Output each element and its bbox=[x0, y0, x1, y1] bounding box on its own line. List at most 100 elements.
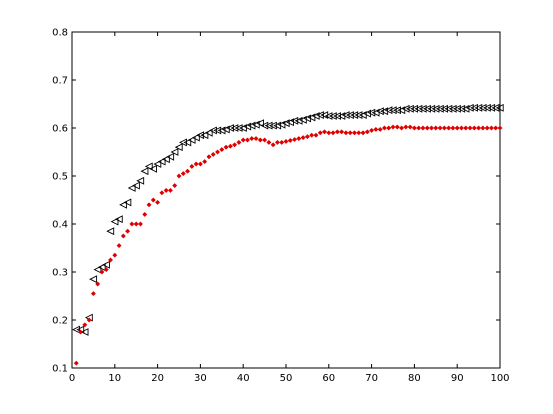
data-point bbox=[136, 176, 145, 185]
data-point bbox=[112, 252, 118, 258]
data-point bbox=[427, 104, 436, 113]
data-point bbox=[441, 125, 447, 131]
data-point bbox=[384, 106, 393, 115]
data-point bbox=[193, 161, 199, 167]
data-point bbox=[240, 137, 246, 143]
data-point bbox=[279, 139, 285, 145]
data-point bbox=[99, 269, 105, 275]
data-point bbox=[123, 198, 132, 207]
data-point bbox=[260, 121, 269, 130]
data-point bbox=[414, 104, 423, 113]
data-point bbox=[214, 149, 221, 155]
data-point bbox=[264, 121, 273, 130]
data-point bbox=[476, 125, 482, 131]
data-point bbox=[292, 136, 298, 143]
data-point bbox=[174, 143, 183, 152]
data-point bbox=[343, 130, 349, 136]
data-point bbox=[435, 104, 444, 113]
data-point bbox=[356, 130, 362, 136]
data-point bbox=[78, 329, 84, 335]
data-point bbox=[309, 132, 315, 138]
data-point bbox=[80, 328, 89, 336]
data-point bbox=[287, 137, 293, 144]
data-point bbox=[180, 171, 186, 177]
x-tick-label: 80 bbox=[408, 373, 421, 384]
data-point bbox=[394, 124, 400, 130]
data-point bbox=[454, 125, 460, 131]
data-point bbox=[232, 142, 238, 148]
data-point bbox=[403, 124, 409, 130]
data-point bbox=[313, 132, 319, 138]
data-point bbox=[176, 173, 182, 179]
data-point bbox=[196, 131, 205, 140]
data-point bbox=[262, 137, 268, 143]
data-point bbox=[172, 183, 178, 189]
data-point bbox=[407, 124, 413, 130]
data-point bbox=[326, 130, 332, 136]
data-point bbox=[377, 126, 383, 132]
data-point bbox=[482, 103, 491, 112]
y-tick-label: 0.4 bbox=[52, 220, 68, 231]
plot-area bbox=[71, 31, 501, 369]
data-point bbox=[350, 111, 359, 119]
data-point bbox=[146, 202, 152, 208]
data-point bbox=[360, 130, 366, 136]
data-point bbox=[133, 221, 139, 227]
data-point bbox=[185, 168, 191, 174]
data-point bbox=[497, 125, 503, 131]
x-tick-label: 60 bbox=[322, 373, 335, 384]
data-point bbox=[345, 111, 354, 119]
data-point bbox=[72, 325, 80, 334]
data-point bbox=[140, 167, 149, 176]
data-point bbox=[89, 275, 98, 284]
data-point bbox=[467, 125, 473, 131]
x-tick-label: 0 bbox=[69, 373, 75, 384]
data-point bbox=[458, 125, 465, 131]
data-point bbox=[341, 111, 350, 119]
data-point bbox=[202, 159, 208, 165]
data-series bbox=[72, 103, 504, 366]
data-point bbox=[161, 155, 170, 164]
data-point bbox=[106, 227, 115, 236]
data-point bbox=[125, 228, 131, 234]
data-point bbox=[423, 104, 431, 113]
data-point bbox=[127, 184, 136, 192]
y-tick-label: 0.7 bbox=[52, 76, 68, 87]
x-tick-label: 50 bbox=[280, 373, 293, 384]
data-point bbox=[142, 211, 148, 217]
series-1 bbox=[72, 103, 504, 336]
series-2 bbox=[73, 124, 503, 366]
y-tick-label: 0.3 bbox=[52, 268, 68, 279]
data-point bbox=[120, 233, 126, 239]
data-point bbox=[440, 104, 449, 113]
data-point bbox=[474, 103, 483, 112]
data-point bbox=[204, 128, 213, 137]
data-point bbox=[270, 142, 276, 148]
data-point bbox=[399, 125, 405, 131]
data-point bbox=[103, 267, 109, 273]
data-point bbox=[418, 104, 427, 113]
data-point bbox=[144, 162, 153, 171]
data-point bbox=[488, 125, 494, 131]
data-point bbox=[330, 130, 336, 136]
data-point bbox=[495, 103, 504, 112]
data-point bbox=[290, 116, 299, 125]
data-point bbox=[369, 127, 375, 133]
data-point bbox=[234, 124, 243, 132]
data-point bbox=[420, 125, 426, 131]
data-point bbox=[226, 124, 235, 132]
data-point bbox=[437, 125, 443, 131]
data-point bbox=[114, 215, 123, 224]
data-point bbox=[268, 121, 277, 130]
data-point bbox=[381, 125, 387, 131]
y-tick-label: 0.2 bbox=[52, 316, 68, 327]
data-point bbox=[253, 136, 259, 142]
data-point bbox=[244, 137, 251, 143]
data-point bbox=[296, 136, 302, 142]
data-point bbox=[159, 190, 165, 196]
data-point bbox=[249, 136, 255, 142]
data-point bbox=[189, 163, 195, 169]
data-point bbox=[236, 139, 242, 145]
data-point bbox=[393, 106, 401, 115]
